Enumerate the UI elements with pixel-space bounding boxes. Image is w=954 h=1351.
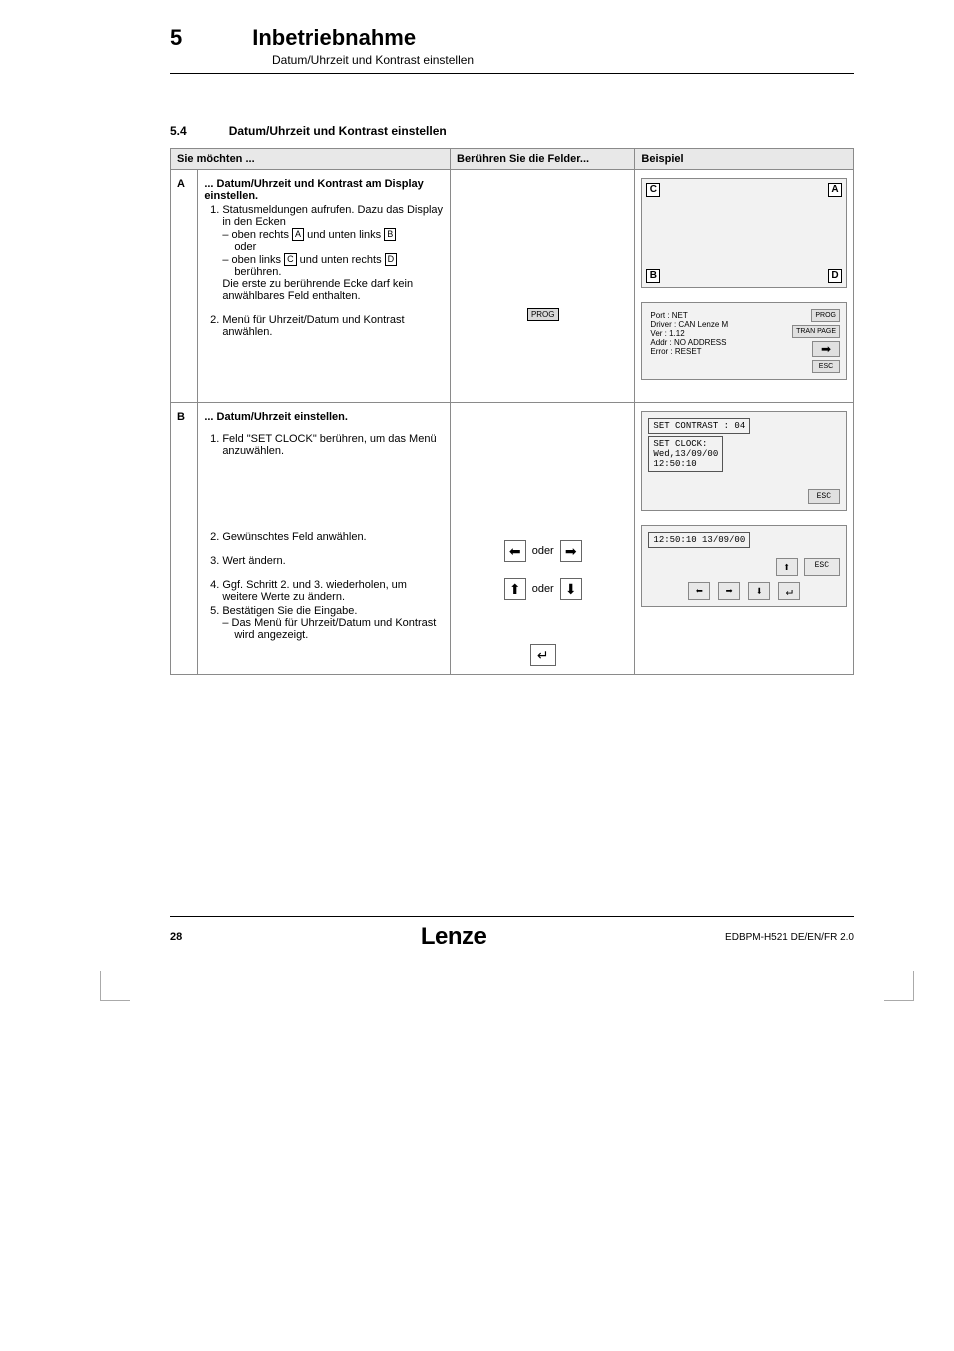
txt: berühren. bbox=[222, 266, 444, 278]
set-contrast-field[interactable]: SET CONTRAST : 04 bbox=[648, 418, 750, 434]
corner-ref-a: A bbox=[292, 228, 304, 241]
header-col2: Berühren Sie die Felder... bbox=[451, 149, 635, 170]
row-a-title: ... Datum/Uhrzeit und Kontrast am Displa… bbox=[204, 178, 423, 202]
row-a-fields: PROG bbox=[451, 170, 635, 403]
sys-port: Port : NET bbox=[650, 311, 786, 320]
mini-enter-button[interactable]: ↵ bbox=[778, 582, 800, 600]
sys-addr: Addr : NO ADDRESS bbox=[650, 338, 786, 347]
txt: und unten links bbox=[304, 229, 384, 241]
datetime-value: 12:50:10 13/09/00 bbox=[648, 532, 750, 548]
chapter-number: 5 bbox=[170, 25, 182, 51]
clock-date: Wed,13/09/00 bbox=[653, 449, 718, 459]
right-arrow-button[interactable]: ➡ bbox=[560, 540, 582, 562]
doc-id: EDBPM-H521 DE/EN/FR 2.0 bbox=[725, 932, 854, 943]
esc-button[interactable]: ESC bbox=[808, 489, 840, 504]
crop-mark-br bbox=[884, 971, 914, 1001]
screen-setclock-menu: SET CONTRAST : 04 SET CLOCK: Wed,13/09/0… bbox=[641, 411, 847, 511]
txt: und unten rechts bbox=[297, 254, 385, 266]
row-b-step5: Bestätigen Sie die Eingabe. bbox=[222, 605, 357, 617]
left-arrow-button[interactable]: ⬅ bbox=[504, 540, 526, 562]
row-a-label: A bbox=[171, 170, 198, 403]
mini-right-button[interactable]: ➡ bbox=[718, 582, 740, 600]
mini-left-button[interactable]: ⬅ bbox=[688, 582, 710, 600]
prog-button[interactable]: PROG bbox=[527, 308, 559, 321]
corner-ref-c: C bbox=[284, 253, 297, 266]
mini-up-button[interactable]: ⬆ bbox=[776, 558, 798, 576]
corner-d[interactable]: D bbox=[828, 269, 842, 283]
instructions-table: Sie möchten ... Berühren Sie die Felder.… bbox=[170, 148, 854, 675]
side-tranpage-button[interactable]: TRAN PAGE bbox=[792, 325, 840, 338]
row-b-title: ... Datum/Uhrzeit einstellen. bbox=[204, 411, 348, 423]
corner-ref-d: D bbox=[385, 253, 398, 266]
txt-oder: oder bbox=[532, 545, 554, 557]
chapter-subtitle: Datum/Uhrzeit und Kontrast einstellen bbox=[272, 53, 854, 67]
row-b-example: SET CONTRAST : 04 SET CLOCK: Wed,13/09/0… bbox=[635, 403, 854, 675]
clock-title: SET CLOCK: bbox=[653, 439, 707, 449]
row-b-step2: Gewünschtes Feld anwählen. bbox=[222, 531, 444, 543]
row-a-example: A B C D Port : NET Driver : CAN Lenze M … bbox=[635, 170, 854, 403]
txt-oder: oder bbox=[222, 241, 444, 253]
chapter-title: Inbetriebnahme bbox=[252, 25, 416, 51]
header-col3: Beispiel bbox=[635, 149, 854, 170]
set-clock-field[interactable]: SET CLOCK: Wed,13/09/00 12:50:10 bbox=[648, 436, 723, 472]
row-a-note: Die erste zu berührende Ecke darf kein a… bbox=[222, 278, 444, 302]
sys-error: Error : RESET bbox=[650, 347, 786, 356]
corner-b[interactable]: B bbox=[646, 269, 660, 283]
corner-a[interactable]: A bbox=[828, 183, 842, 197]
txt-oder: oder bbox=[532, 583, 554, 595]
screen-sysinfo: Port : NET Driver : CAN Lenze M Ver : 1.… bbox=[641, 302, 847, 380]
row-b-step3: Wert ändern. bbox=[222, 555, 444, 567]
row-b-step5-dash: Das Menü für Uhrzeit/Datum und Kontrast … bbox=[222, 617, 444, 641]
section-title: Datum/Uhrzeit und Kontrast einstellen bbox=[229, 124, 447, 138]
mini-esc-button[interactable]: ESC bbox=[804, 558, 840, 576]
enter-button[interactable]: ↵ bbox=[530, 644, 556, 666]
txt: oben links bbox=[232, 254, 285, 266]
side-arrow-button[interactable]: ➡ bbox=[812, 341, 840, 357]
corner-c[interactable]: C bbox=[646, 183, 660, 197]
corner-ref-b: B bbox=[384, 228, 396, 241]
side-esc-button[interactable]: ESC bbox=[812, 360, 840, 373]
side-prog-button[interactable]: PROG bbox=[811, 309, 840, 322]
screen-edit-clock: 12:50:10 13/09/00 ⬆ ESC ⬅ ➡ ⬇ ↵ bbox=[641, 525, 847, 607]
mini-down-button[interactable]: ⬇ bbox=[748, 582, 770, 600]
crop-mark-bl bbox=[100, 971, 130, 1001]
header-col1: Sie möchten ... bbox=[171, 149, 451, 170]
brand-logo: Lenze bbox=[421, 923, 487, 951]
page-footer: 28 Lenze EDBPM-H521 DE/EN/FR 2.0 bbox=[170, 916, 854, 951]
txt: oben rechts bbox=[232, 229, 293, 241]
row-a-step1: Statusmeldungen aufrufen. Dazu das Displ… bbox=[222, 204, 443, 228]
row-b-text: ... Datum/Uhrzeit einstellen. Feld "SET … bbox=[198, 403, 451, 675]
screen-corners: A B C D bbox=[641, 178, 847, 288]
sys-driver: Driver : CAN Lenze M bbox=[650, 320, 786, 329]
row-b-label: B bbox=[171, 403, 198, 675]
row-b-fields: ⬅ oder ➡ ⬆ oder ⬇ ↵ bbox=[451, 403, 635, 675]
row-a-text: ... Datum/Uhrzeit und Kontrast am Displa… bbox=[198, 170, 451, 403]
row-a-step2: Menü für Uhrzeit/Datum und Kontrast anwä… bbox=[222, 314, 444, 338]
row-b-step4: Ggf. Schritt 2. und 3. wiederholen, um w… bbox=[222, 579, 444, 603]
sys-ver: Ver : 1.12 bbox=[650, 329, 786, 338]
row-b-step1: Feld "SET CLOCK" berühren, um das Menü a… bbox=[222, 433, 444, 457]
divider bbox=[170, 73, 854, 74]
section-number: 5.4 bbox=[170, 124, 187, 138]
clock-time: 12:50:10 bbox=[653, 459, 696, 469]
page-number: 28 bbox=[170, 931, 182, 943]
up-arrow-button[interactable]: ⬆ bbox=[504, 578, 526, 600]
down-arrow-button[interactable]: ⬇ bbox=[560, 578, 582, 600]
